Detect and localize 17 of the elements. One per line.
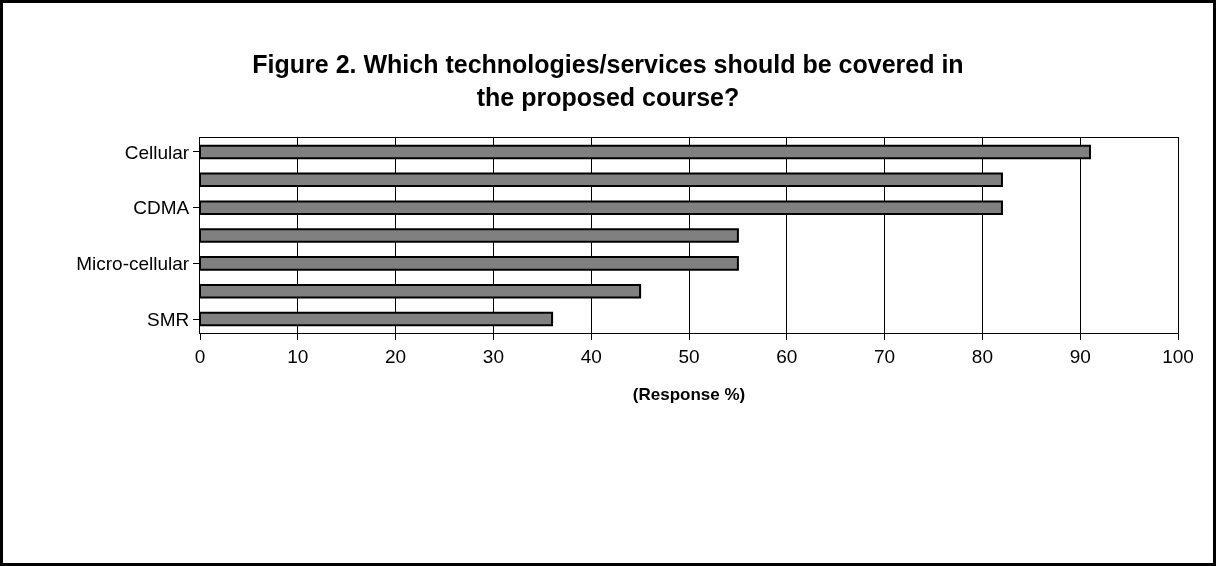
x-tick-label: 50: [678, 345, 700, 367]
x-tick-label: 60: [776, 345, 798, 367]
x-tick-label: 10: [287, 345, 309, 367]
x-tick-label: 100: [1162, 345, 1194, 367]
x-axis-title: (Response %): [632, 385, 746, 405]
x-tick-label: 40: [580, 345, 602, 367]
x-tick-label: 20: [385, 345, 407, 367]
y-tick-label: CDMA: [133, 197, 190, 219]
x-tick-label: 30: [482, 345, 504, 367]
y-tick-label: Cellular: [124, 141, 190, 163]
y-tick-label: SMR: [146, 308, 190, 330]
chart-title: Figure 2. Which technologies/services should be covered in the proposed course?: [252, 50, 964, 111]
x-tick-label: 70: [874, 345, 896, 367]
x-tick-label: 90: [1069, 345, 1091, 367]
y-tick-label: Micro-cellular: [76, 253, 190, 275]
x-tick-label: 80: [971, 345, 993, 367]
x-tick-label: 0: [194, 345, 206, 367]
